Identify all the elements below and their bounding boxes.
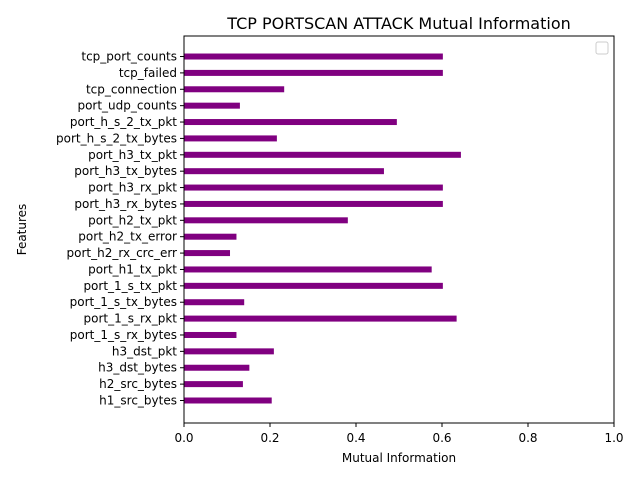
y-tick-label: port_h3_tx_pkt (88, 148, 177, 162)
bar-tcp-port-counts (184, 53, 443, 60)
y-tick-label: port_h2_tx_pkt (88, 213, 177, 227)
bar-port-h1-tx-pkt (184, 266, 432, 273)
bar-h3-dst-bytes (184, 364, 250, 371)
y-tick-label: port_1_s_tx_bytes (70, 295, 177, 309)
y-tick-label: port_h_s_2_tx_pkt (70, 115, 177, 129)
plot-frame (183, 35, 615, 424)
bar-port-1-s-tx-pkt (184, 282, 443, 289)
bar-h3-dst-pkt (184, 348, 274, 355)
y-tick-label: port_udp_counts (77, 99, 177, 113)
y-tick-label: port_h2_tx_error (78, 230, 177, 244)
y-tick-label: tcp_failed (119, 66, 177, 80)
bar-port-1-s-rx-pkt (184, 315, 457, 322)
y-tick-label: h3_dst_pkt (112, 344, 177, 358)
y-tick-label: h1_src_bytes (99, 394, 177, 408)
x-axis-ticks: 0.0 0.2 0.4 0.6 0.8 1.0 (174, 423, 624, 445)
bar-h1-src-bytes (184, 397, 272, 404)
y-tick-label: port_h1_tx_pkt (88, 262, 177, 276)
y-axis-ticks: h1_src_bytes h2_src_bytes h3_dst_bytes h3_d… (56, 50, 184, 408)
y-tick-label: tcp_connection (86, 82, 177, 96)
bar-port-h3-tx-pkt (184, 151, 461, 158)
bar-port-h-s-2-tx-bytes (184, 135, 277, 142)
x-tick-label: 0.8 (518, 431, 537, 445)
x-tick-label: 0.4 (346, 431, 365, 445)
y-tick-label: port_h_s_2_tx_bytes (56, 131, 177, 145)
bar-port-h-s-2-tx-pkt (184, 119, 397, 126)
y-tick-label: port_1_s_rx_pkt (84, 312, 178, 326)
y-tick-label: port_1_s_rx_bytes (70, 328, 177, 342)
bar-tcp-connection (184, 86, 285, 93)
y-tick-label: port_h2_rx_crc_err (67, 246, 178, 260)
y-tick-label: h3_dst_bytes (98, 361, 177, 375)
bar-port-1-s-rx-bytes (184, 331, 237, 338)
x-tick-label: 1.0 (604, 431, 623, 445)
y-tick-label: tcp_port_counts (81, 50, 177, 64)
bar-h2-src-bytes (184, 381, 243, 388)
bar-port-h3-rx-bytes (184, 200, 443, 207)
x-tick-label: 0.6 (432, 431, 451, 445)
bar-port-h3-rx-pkt (184, 184, 443, 191)
bar-port-h2-tx-pkt (184, 217, 348, 224)
y-tick-label: port_h3_rx_bytes (74, 197, 177, 211)
legend-box (595, 41, 609, 55)
bar-port-1-s-tx-bytes (184, 299, 245, 306)
y-tick-label: port_h3_rx_pkt (88, 181, 177, 195)
y-axis-title: Features (15, 204, 29, 256)
x-axis-title: Mutual Information (342, 451, 456, 465)
x-tick-label: 0.2 (260, 431, 279, 445)
y-tick-label: port_h3_tx_bytes (74, 164, 177, 178)
y-tick-label: port_1_s_tx_pkt (83, 279, 177, 293)
bars-group (184, 53, 461, 404)
chart-title: TCP PORTSCAN ATTACK Mutual Information (226, 14, 571, 33)
y-tick-label: h2_src_bytes (99, 377, 177, 391)
bar-port-h3-tx-bytes (184, 168, 384, 175)
bar-port-h2-tx-error (184, 233, 237, 240)
bar-port-udp-counts (184, 102, 240, 109)
x-tick-label: 0.0 (174, 431, 193, 445)
bar-port-h2-rx-crc-err (184, 250, 231, 257)
bar-tcp-failed (184, 69, 443, 76)
